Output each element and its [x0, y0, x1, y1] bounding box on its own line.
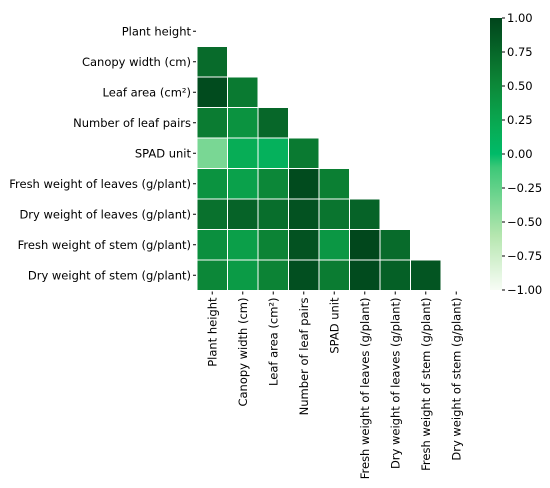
heatmap-cell	[288, 168, 320, 200]
x-tick-label: Dry weight of stem (g/plant)	[449, 298, 463, 461]
colorbar-tick-label: 0.75	[507, 45, 533, 59]
heatmap-cell	[257, 168, 289, 200]
colorbar-gradient	[490, 18, 502, 290]
heatmap-cell	[257, 107, 289, 139]
y-tick-label: Canopy width (cm)	[82, 55, 191, 69]
heatmap-cell	[227, 198, 259, 230]
y-tick-label: Dry weight of stem (g/plant)	[28, 268, 191, 282]
heatmap-cell	[257, 229, 289, 261]
heatmap-cell	[227, 259, 259, 291]
x-tick-labels: Plant height Canopy width (cm) Leaf area (…	[205, 291, 463, 480]
x-tick-label: Number of leaf pairs	[297, 297, 311, 415]
colorbar-tick-label: 1.00	[507, 11, 533, 25]
heatmap-cell	[318, 198, 350, 230]
heatmap-cell	[227, 76, 259, 108]
colorbar-tick-label: 0.25	[507, 113, 533, 127]
heatmap-cell	[196, 198, 228, 230]
heatmap-cell	[379, 229, 411, 261]
colorbar-tick-label: −1.00	[507, 283, 542, 297]
x-tick-label: Plant height	[205, 297, 219, 367]
y-tick-labels: Plant height Canopy width (cm) Leaf area (…	[9, 24, 196, 282]
heatmap-cell	[257, 137, 289, 169]
heatmap-cell	[349, 229, 381, 261]
x-tick-label: Fresh weight of leaves (g/plant)	[358, 298, 372, 480]
heatmap-cell	[257, 198, 289, 230]
x-tick-label: SPAD unit	[327, 297, 341, 354]
x-tick-label: Canopy width (cm)	[236, 298, 250, 407]
heatmap-cell	[227, 107, 259, 139]
colorbar-tick-label: −0.75	[507, 249, 542, 263]
heatmap-cell	[288, 229, 320, 261]
heatmap-cell	[288, 259, 320, 291]
heatmap-cell	[227, 168, 259, 200]
heatmap-cell	[196, 168, 228, 200]
y-tick-label: Fresh weight of leaves (g/plant)	[9, 177, 191, 191]
heatmap-cell	[196, 259, 228, 291]
y-tick-label: Plant height	[122, 24, 192, 38]
heatmap-cell	[196, 107, 228, 139]
colorbar-tick-label: 0.00	[507, 147, 533, 161]
x-tick-label: Leaf area (cm²)	[266, 298, 280, 386]
heatmap-cell	[196, 46, 228, 78]
y-tick-label: Number of leaf pairs	[73, 116, 191, 130]
y-tick-label: Leaf area (cm²)	[103, 85, 191, 99]
heatmap-cell	[196, 229, 228, 261]
heatmap-cell	[288, 137, 320, 169]
colorbar-tick-label: −0.25	[507, 181, 542, 195]
colorbar-tick-label: −0.50	[507, 215, 542, 229]
heatmap-cell	[318, 168, 350, 200]
heatmap-cell	[318, 229, 350, 261]
y-tick-label: Fresh weight of stem (g/plant)	[18, 238, 191, 252]
heatmap-cell	[196, 76, 228, 108]
colorbar-tick-label: 0.50	[507, 79, 533, 93]
heatmap-cell	[196, 137, 228, 169]
heatmap-cell	[257, 259, 289, 291]
heatmap-cell	[349, 259, 381, 291]
heatmap-cell	[379, 259, 411, 291]
colorbar: 1.00 0.75 0.50 0.25 0.00 −0.25 −0.50 −0.75 −1.00	[490, 11, 542, 297]
y-tick-label: Dry weight of leaves (g/plant)	[19, 207, 191, 221]
heatmap-cell	[349, 198, 381, 230]
heatmap-cell	[227, 137, 259, 169]
y-tick-label: SPAD unit	[135, 146, 192, 160]
heatmap-cell	[227, 229, 259, 261]
heatmap-cell	[318, 259, 350, 291]
heatmap-cell	[410, 259, 442, 291]
x-tick-label: Fresh weight of stem (g/plant)	[419, 298, 433, 471]
x-tick-label: Dry weight of leaves (g/plant)	[388, 298, 402, 470]
heatmap-cell	[288, 198, 320, 230]
heatmap-cells	[196, 46, 442, 291]
